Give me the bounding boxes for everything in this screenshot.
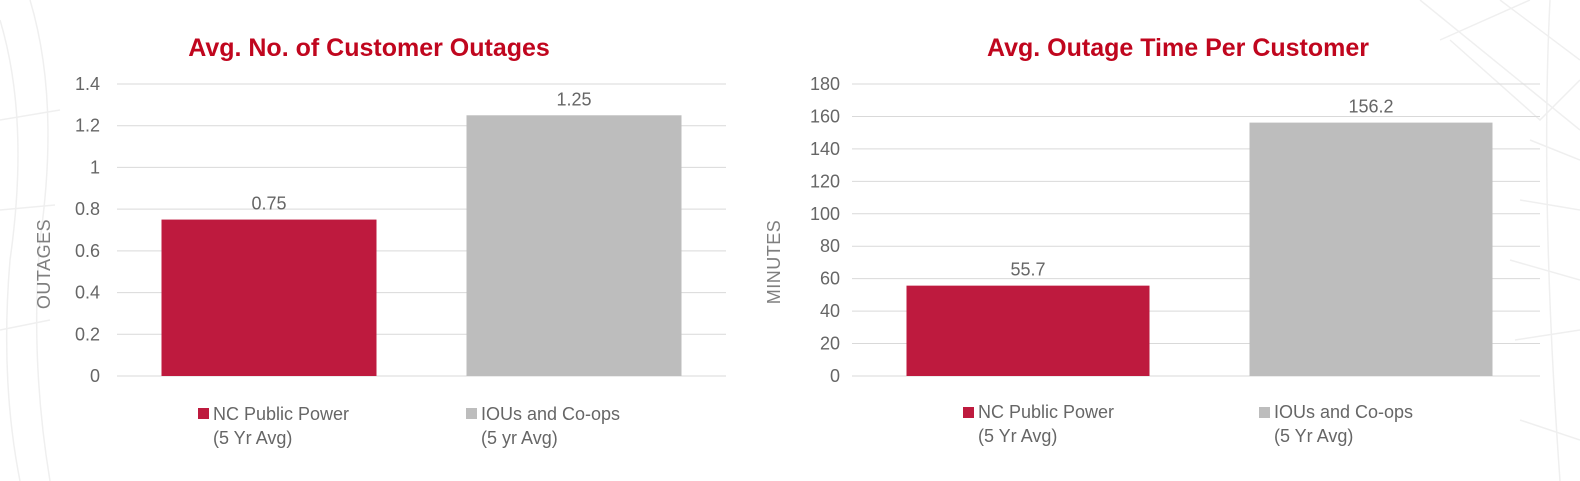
data-label: 55.7 (1010, 260, 1045, 280)
y-tick-label: 160 (810, 106, 840, 126)
y-tick-label: 0 (90, 366, 100, 386)
bar-ious (1249, 122, 1493, 376)
chart-outage-time: Avg. Outage Time Per Customer 0 20 40 60 80 1… (764, 34, 1540, 446)
data-labels: 55.7 156.2 (1010, 97, 1393, 280)
bar-public-power (161, 219, 377, 376)
y-tick-label: 40 (820, 301, 840, 321)
y-tick-label: 0 (830, 366, 840, 386)
y-tick-label: 1 (90, 157, 100, 177)
chart-customer-outages: Avg. No. of Customer Outages 00.20.40.60… (34, 34, 726, 448)
y-axis-label: OUTAGES (34, 219, 54, 309)
bars (906, 122, 1493, 376)
bar-public-power (906, 285, 1150, 376)
y-tick-labels: 0 20 40 60 80 100 120 140 160 180 (810, 74, 840, 386)
legend-label-line1: IOUs and Co-ops (481, 404, 620, 424)
y-tick-label: 100 (810, 204, 840, 224)
data-label: 156.2 (1348, 97, 1393, 117)
y-tick-label: 0.4 (75, 283, 100, 303)
y-tick-label: 120 (810, 171, 840, 191)
legend-label-line2: (5 Yr Avg) (978, 426, 1057, 446)
legend-label-line1: NC Public Power (978, 402, 1114, 422)
bar-ious (466, 115, 682, 377)
y-tick-label: 140 (810, 139, 840, 159)
legend-label-line2: (5 Yr Avg) (213, 428, 292, 448)
y-tick-label: 0.6 (75, 241, 100, 261)
legend-label-line1: NC Public Power (213, 404, 349, 424)
legend: NC Public Power (5 Yr Avg) IOUs and Co-o… (963, 402, 1413, 446)
legend-swatch-public-power (963, 407, 974, 418)
y-tick-label: 1.2 (75, 116, 100, 136)
bars (161, 115, 682, 377)
y-tick-label: 20 (820, 334, 840, 354)
legend-item-ious: IOUs and Co-ops (5 Yr Avg) (1259, 402, 1413, 446)
legend-label-line1: IOUs and Co-ops (1274, 402, 1413, 422)
legend: NC Public Power (5 Yr Avg) IOUs and Co-o… (198, 404, 620, 448)
legend-swatch-ious (1259, 407, 1270, 418)
y-tick-labels: 0 0.2 0.4 0.6 0.8 1 1.2 1.4 (75, 74, 100, 386)
y-tick-label: 0.2 (75, 324, 100, 344)
y-tick-label: 180 (810, 74, 840, 94)
legend-label-line2: (5 Yr Avg) (1274, 426, 1353, 446)
legend-swatch-public-power (198, 408, 209, 419)
y-tick-label: 80 (820, 236, 840, 256)
legend-item-ious: IOUs and Co-ops (5 yr Avg) (466, 404, 620, 448)
y-axis-label: MINUTES (764, 220, 784, 305)
y-tick-label: 1.4 (75, 74, 100, 94)
legend-swatch-ious (466, 408, 477, 419)
y-tick-label: 0.8 (75, 199, 100, 219)
legend-label-line2: (5 yr Avg) (481, 428, 558, 448)
y-tick-label: 60 (820, 269, 840, 289)
data-label: 0.75 (251, 194, 286, 214)
chart-title: Avg. Outage Time Per Customer (987, 34, 1369, 62)
legend-item-public-power: NC Public Power (5 Yr Avg) (198, 404, 349, 448)
legend-item-public-power: NC Public Power (5 Yr Avg) (963, 402, 1114, 446)
data-labels: 0.75 1.25 (251, 89, 591, 213)
chart-title: Avg. No. of Customer Outages (188, 34, 550, 62)
data-label: 1.25 (556, 89, 591, 109)
